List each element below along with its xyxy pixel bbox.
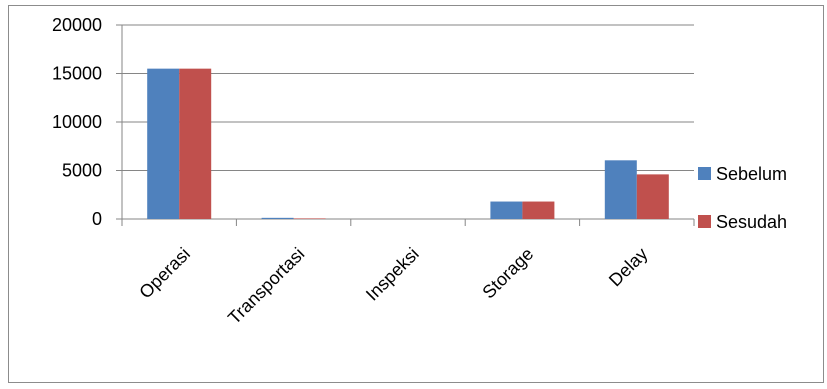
bar-sesudah-transportasi	[293, 218, 326, 219]
bar-sesudah-operasi	[179, 68, 212, 220]
bar-sebelum-operasi	[147, 68, 180, 220]
x-category-label: Operasi	[135, 244, 194, 303]
x-category-label: Transportasi	[224, 244, 308, 328]
y-tick-label: 0	[92, 209, 102, 229]
bar-sebelum-transportasi	[261, 217, 294, 219]
bars	[147, 68, 669, 220]
x-category-label: Inspeksi	[362, 244, 423, 305]
bar-sesudah-storage	[522, 201, 555, 219]
y-tick-label: 15000	[52, 64, 102, 84]
y-tick-label: 5000	[62, 161, 102, 181]
bar-sebelum-storage	[490, 201, 523, 219]
legend-swatch	[698, 215, 711, 228]
legend-label: Sebelum	[716, 164, 787, 184]
bar-sesudah-delay	[636, 174, 669, 219]
x-tick-labels: Operasi Transportasi Inspeksi Storage Delay	[135, 244, 651, 328]
chart-frame	[8, 5, 824, 383]
axes	[116, 24, 695, 226]
legend-swatch	[698, 167, 711, 180]
legend-label: Sesudah	[716, 212, 787, 232]
y-tick-label: 20000	[52, 15, 102, 35]
x-category-label: Storage	[479, 244, 538, 303]
gridlines	[122, 24, 694, 171]
y-tick-label: 10000	[52, 112, 102, 132]
legend: Sebelum Sesudah	[698, 164, 787, 232]
y-tick-labels: 0 5000 10000 15000 20000	[52, 15, 102, 229]
bar-sebelum-delay	[604, 160, 637, 219]
x-category-label: Delay	[605, 244, 652, 291]
